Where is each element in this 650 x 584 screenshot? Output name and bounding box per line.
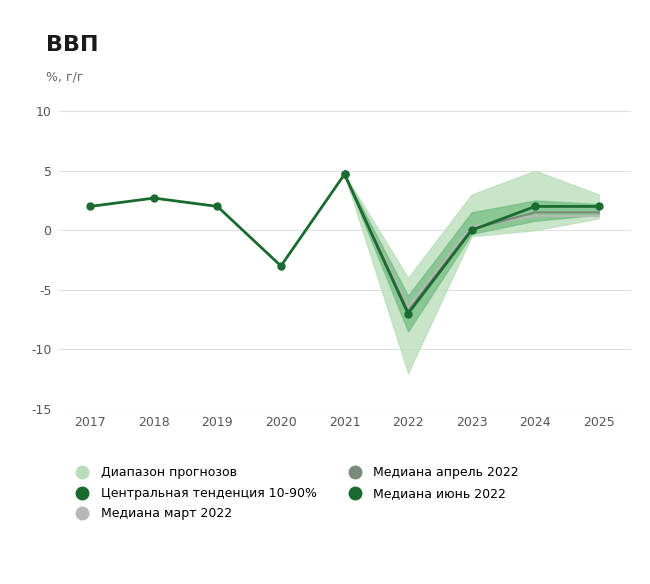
Text: ВВП: ВВП bbox=[46, 35, 98, 55]
Legend: Диапазон прогнозов, Центральная тенденция 10-90%, Медиана март 2022, Медиана апр: Диапазон прогнозов, Центральная тенденци… bbox=[65, 461, 524, 526]
Text: %, г/г: %, г/г bbox=[46, 70, 83, 83]
